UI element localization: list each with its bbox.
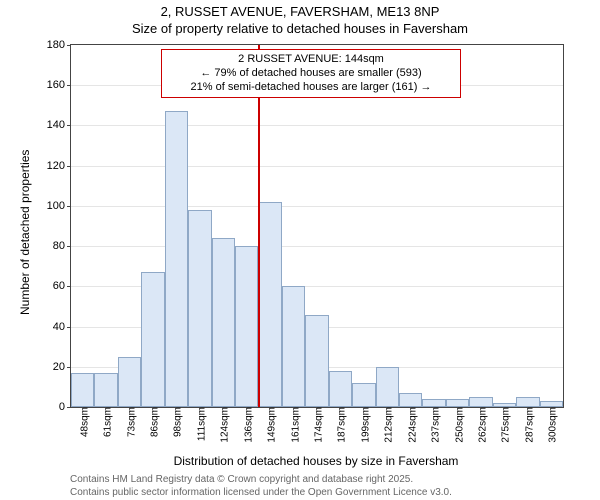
- footnote-line2: Contains public sector information licen…: [70, 487, 452, 500]
- y-tick-label: 100: [47, 200, 71, 212]
- y-tick-label: 80: [53, 240, 71, 252]
- x-tick-label: 250sqm: [450, 407, 465, 443]
- x-tick-label: 86sqm: [146, 407, 161, 437]
- x-tick-label: 287sqm: [520, 407, 535, 443]
- histogram-bar: [94, 373, 117, 407]
- x-tick-label: 61sqm: [99, 407, 114, 437]
- grid-line: [71, 246, 563, 247]
- x-tick-label: 237sqm: [427, 407, 442, 443]
- grid-line: [71, 166, 563, 167]
- histogram-bar: [446, 399, 469, 407]
- y-tick-label: 180: [47, 39, 71, 51]
- y-axis-label: Number of detached properties: [18, 150, 32, 315]
- chart-title-sub: Size of property relative to detached ho…: [0, 21, 600, 38]
- plot-area: 02040608010012014016018048sqm61sqm73sqm8…: [70, 44, 564, 408]
- x-tick-label: 98sqm: [169, 407, 184, 437]
- y-tick-label: 160: [47, 79, 71, 91]
- histogram-bar: [422, 399, 445, 407]
- histogram-bar: [329, 371, 352, 407]
- x-tick-label: 224sqm: [403, 407, 418, 443]
- y-tick-label: 0: [59, 401, 71, 413]
- grid-line: [71, 206, 563, 207]
- y-tick-label: 120: [47, 160, 71, 172]
- x-tick-label: 275sqm: [497, 407, 512, 443]
- annotation-line3: 21% of semi-detached houses are larger (…: [168, 81, 454, 95]
- histogram-bar: [399, 393, 422, 407]
- x-axis-label: Distribution of detached houses by size …: [70, 454, 562, 468]
- x-tick-label: 136sqm: [239, 407, 254, 443]
- histogram-bar: [165, 111, 188, 407]
- y-tick-label: 20: [53, 361, 71, 373]
- histogram-bar: [258, 202, 281, 407]
- histogram-bar: [118, 357, 141, 407]
- marker-line: [258, 45, 260, 407]
- histogram-bar: [516, 397, 539, 407]
- histogram-bar: [71, 373, 94, 407]
- annotation-line1: 2 RUSSET AVENUE: 144sqm: [168, 53, 454, 67]
- x-tick-label: 161sqm: [286, 407, 301, 443]
- x-tick-label: 262sqm: [474, 407, 489, 443]
- x-tick-label: 149sqm: [263, 407, 278, 443]
- y-tick-label: 40: [53, 321, 71, 333]
- annotation-box: 2 RUSSET AVENUE: 144sqm← 79% of detached…: [161, 49, 461, 98]
- histogram-bar: [212, 238, 235, 407]
- y-tick-label: 60: [53, 280, 71, 292]
- histogram-bar: [188, 210, 211, 407]
- x-tick-label: 48sqm: [75, 407, 90, 437]
- chart-title-block: 2, RUSSET AVENUE, FAVERSHAM, ME13 8NP Si…: [0, 0, 600, 38]
- histogram-bar: [352, 383, 375, 407]
- histogram-bar: [469, 397, 492, 407]
- footnote: Contains HM Land Registry data © Crown c…: [70, 474, 452, 499]
- histogram-bar: [282, 286, 305, 407]
- histogram-bar: [376, 367, 399, 407]
- footnote-line1: Contains HM Land Registry data © Crown c…: [70, 474, 452, 487]
- x-tick-label: 212sqm: [380, 407, 395, 443]
- grid-line: [71, 125, 563, 126]
- histogram-bar: [305, 315, 328, 408]
- x-tick-label: 199sqm: [356, 407, 371, 443]
- x-tick-label: 174sqm: [310, 407, 325, 443]
- y-tick-label: 140: [47, 119, 71, 131]
- annotation-line2: ← 79% of detached houses are smaller (59…: [168, 67, 454, 81]
- histogram-bar: [141, 272, 164, 407]
- x-tick-label: 111sqm: [192, 407, 207, 441]
- x-tick-label: 187sqm: [333, 407, 348, 443]
- x-tick-label: 124sqm: [216, 407, 231, 443]
- x-tick-label: 300sqm: [544, 407, 559, 443]
- x-tick-label: 73sqm: [122, 407, 137, 437]
- chart-title-main: 2, RUSSET AVENUE, FAVERSHAM, ME13 8NP: [0, 4, 600, 21]
- chart-container: 2, RUSSET AVENUE, FAVERSHAM, ME13 8NP Si…: [0, 0, 600, 500]
- histogram-bar: [235, 246, 258, 407]
